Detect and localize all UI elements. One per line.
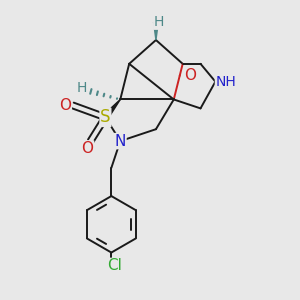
Text: O: O — [82, 141, 94, 156]
Text: Cl: Cl — [107, 258, 122, 273]
Polygon shape — [154, 22, 158, 40]
Text: N: N — [115, 134, 126, 148]
Text: H: H — [154, 15, 164, 29]
Text: O: O — [59, 98, 71, 113]
Text: NH: NH — [215, 75, 236, 88]
Text: H: H — [76, 81, 87, 94]
Polygon shape — [103, 100, 120, 119]
Text: O: O — [184, 68, 196, 83]
Text: S: S — [100, 108, 111, 126]
